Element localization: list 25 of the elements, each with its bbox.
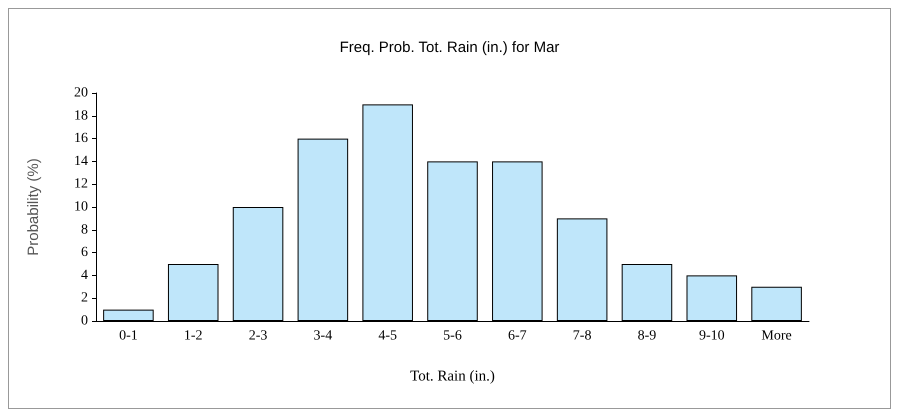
x-tick-label: 0-1 — [119, 328, 138, 344]
x-tick-label: 1-2 — [184, 328, 203, 344]
y-tick-label: 4 — [81, 268, 88, 283]
y-tick-label: 18 — [74, 108, 88, 124]
y-tick-label: 10 — [74, 200, 88, 214]
y-tick-label: 20 — [74, 86, 88, 100]
x-tick-label: 3-4 — [314, 328, 332, 344]
x-axis-title: Tot. Rain (in.) — [410, 368, 495, 384]
x-tick-label: 2-3 — [248, 328, 268, 344]
y-tick-label: 2 — [81, 290, 88, 306]
x-tick-label: 5-6 — [443, 328, 462, 344]
y-axis-title: Probability (%) — [25, 158, 42, 256]
chart-title: Freq. Prob. Tot. Rain (in.) for Mar — [340, 39, 560, 56]
y-tick-label: 12 — [74, 176, 88, 192]
y-tick-label: 6 — [81, 245, 88, 260]
y-tick-label: 14 — [74, 154, 88, 169]
x-tick-label: 6-7 — [508, 328, 527, 344]
y-tick-label: 16 — [74, 131, 88, 146]
x-tick-label: 8-9 — [638, 328, 656, 344]
y-tick-label: 0 — [81, 314, 88, 328]
x-tick-label: 9-10 — [698, 328, 725, 344]
y-tick-label: 8 — [81, 222, 88, 238]
x-tick-label: 7-8 — [572, 328, 592, 344]
x-tick-label: 4-5 — [378, 328, 398, 344]
x-tick-label: More — [761, 328, 792, 344]
